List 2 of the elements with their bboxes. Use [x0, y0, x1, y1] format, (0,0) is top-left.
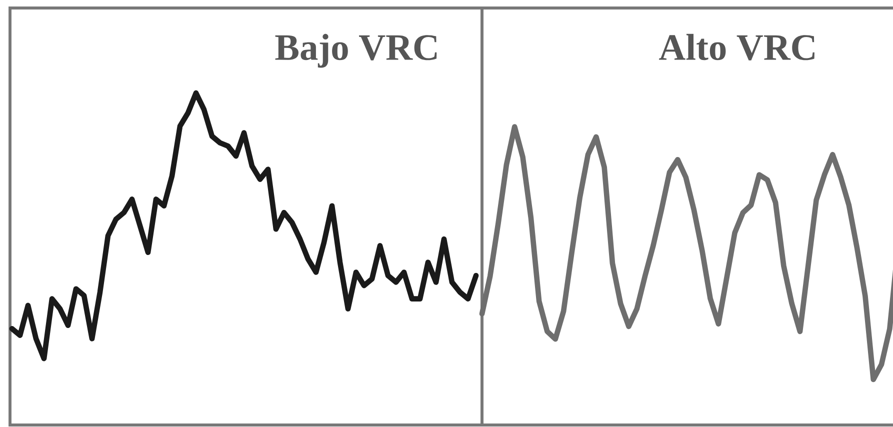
chart-title: Bajo VRC: [275, 34, 437, 68]
chart-title: Alto VRC: [659, 34, 814, 60]
